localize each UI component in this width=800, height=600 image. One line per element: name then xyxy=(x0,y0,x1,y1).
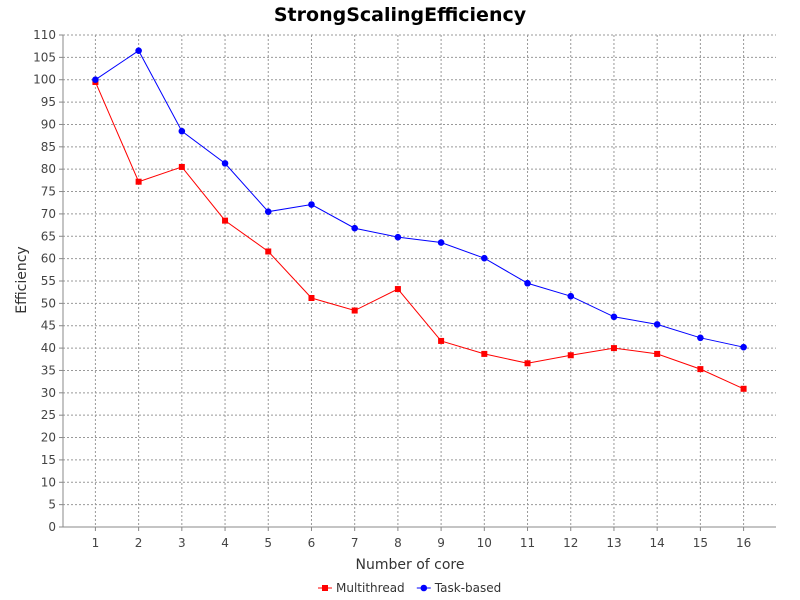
x-tick-label: 12 xyxy=(563,536,578,550)
x-axis-label: Number of core xyxy=(356,557,465,573)
x-tick-label: 4 xyxy=(221,536,229,550)
y-tick-label: 55 xyxy=(41,274,56,288)
data-point xyxy=(438,337,445,344)
legend-label: Multithread xyxy=(336,581,405,595)
data-point xyxy=(135,178,142,185)
y-tick-label: 30 xyxy=(41,386,56,400)
data-point xyxy=(222,217,229,224)
data-point xyxy=(697,334,704,342)
data-point xyxy=(653,321,661,328)
data-point xyxy=(610,345,617,352)
data-point xyxy=(524,360,531,367)
x-tick-label: 14 xyxy=(650,536,665,550)
y-tick-label: 80 xyxy=(41,162,56,176)
data-point xyxy=(265,248,272,255)
data-point xyxy=(178,163,185,170)
y-tick-label: 50 xyxy=(41,296,56,310)
legend-marker xyxy=(420,584,428,592)
y-tick-label: 90 xyxy=(41,117,56,131)
y-axis-label: Efficiency xyxy=(14,246,30,313)
y-tick-label: 85 xyxy=(41,140,56,154)
data-point xyxy=(351,224,358,232)
series-line-task-based xyxy=(95,49,744,348)
y-tick-label: 5 xyxy=(48,498,56,512)
y-tick-label: 65 xyxy=(41,229,56,243)
x-tick-label: 11 xyxy=(520,536,535,550)
y-tick-label: 110 xyxy=(33,28,56,42)
x-tick-label: 16 xyxy=(736,536,751,550)
y-tick-label: 20 xyxy=(41,431,56,445)
data-point xyxy=(394,233,402,241)
x-tick-label: 10 xyxy=(477,536,492,550)
data-point xyxy=(351,307,358,314)
data-point xyxy=(178,127,186,135)
y-tick-label: 35 xyxy=(41,363,56,377)
data-point xyxy=(740,343,747,351)
data-point xyxy=(308,294,315,301)
x-tick-label: 5 xyxy=(264,536,272,550)
series-layer xyxy=(92,47,747,392)
x-tick-label: 2 xyxy=(135,536,143,550)
data-point xyxy=(524,279,531,287)
series-line-multithread xyxy=(94,81,744,390)
grid xyxy=(63,34,776,528)
data-point xyxy=(740,385,747,392)
x-tick-label: 8 xyxy=(394,536,402,550)
x-tick-label: 3 xyxy=(178,536,186,550)
data-point xyxy=(264,208,272,215)
legend-label: Task-based xyxy=(434,581,501,595)
data-point xyxy=(567,352,574,359)
data-point xyxy=(437,239,445,246)
y-tick-label: 75 xyxy=(41,185,56,199)
data-point xyxy=(481,254,488,262)
y-tick-label: 0 xyxy=(48,520,56,534)
data-point xyxy=(221,160,229,167)
y-tick-label: 60 xyxy=(41,252,56,266)
axes: 0510152025303540455055606570758085909510… xyxy=(33,28,776,550)
data-point xyxy=(610,313,618,321)
data-point xyxy=(135,47,142,54)
x-tick-label: 7 xyxy=(351,536,359,550)
legend-marker xyxy=(322,585,328,591)
y-tick-label: 100 xyxy=(33,73,56,87)
data-point xyxy=(308,201,315,208)
legend: Multithread Task-based xyxy=(318,581,501,595)
y-tick-label: 95 xyxy=(41,95,56,109)
y-tick-label: 105 xyxy=(33,50,56,64)
data-point xyxy=(697,366,704,373)
chart-title: StrongScalingEfficiency xyxy=(274,4,527,26)
data-point xyxy=(481,350,488,357)
y-tick-label: 10 xyxy=(41,475,56,489)
data-point xyxy=(394,286,401,293)
x-tick-label: 15 xyxy=(693,536,708,550)
y-tick-label: 25 xyxy=(41,408,56,422)
data-point xyxy=(567,292,575,300)
x-tick-label: 9 xyxy=(437,536,445,550)
x-tick-label: 1 xyxy=(92,536,100,550)
x-tick-label: 6 xyxy=(308,536,316,550)
y-tick-label: 40 xyxy=(41,341,56,355)
data-point xyxy=(654,350,661,357)
y-tick-label: 45 xyxy=(41,319,56,333)
y-tick-label: 15 xyxy=(41,453,56,467)
data-point xyxy=(92,76,99,84)
y-tick-label: 70 xyxy=(41,207,56,221)
x-tick-label: 13 xyxy=(606,536,621,550)
